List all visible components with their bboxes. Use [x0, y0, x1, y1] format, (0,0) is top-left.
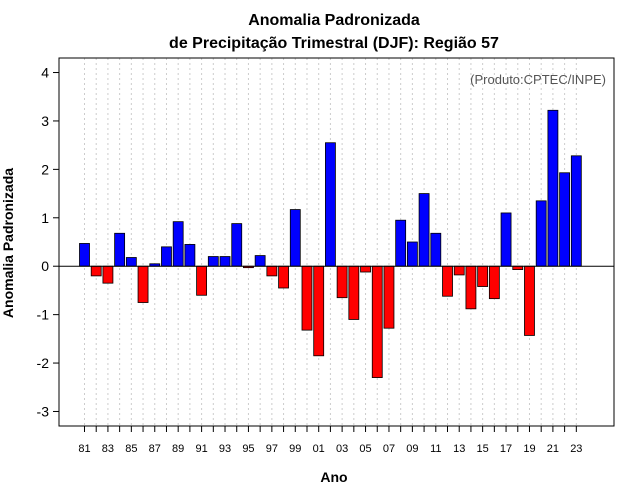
credit-annotation: (Produto:CPTEC/INPE)	[470, 72, 606, 87]
y-tick-label: 1	[41, 210, 49, 226]
x-tick-label: 83	[102, 443, 114, 455]
bar-89	[172, 221, 184, 267]
bar-91	[196, 265, 208, 296]
x-tick-label: 85	[125, 443, 137, 455]
bar-16	[488, 265, 500, 300]
x-tick-label: 95	[242, 443, 254, 455]
bar-06	[371, 265, 383, 378]
bar-82	[90, 265, 102, 277]
bar-04	[348, 265, 360, 320]
bars	[79, 109, 582, 378]
bar-86	[137, 265, 149, 303]
x-tick-label: 23	[570, 443, 582, 455]
bar-83	[102, 265, 114, 284]
x-tick-label: 01	[313, 443, 325, 455]
bar-03	[336, 265, 348, 299]
chart-subtitle: de Precipitação Trimestral (DJF): Região…	[169, 35, 499, 52]
bar-15	[477, 265, 489, 287]
x-tick-label: 13	[453, 443, 465, 455]
x-tick-label: 81	[78, 443, 90, 455]
x-tick-label: 09	[406, 443, 418, 455]
bar-81	[79, 243, 90, 267]
bar-23	[570, 155, 582, 267]
bar-18	[512, 265, 524, 271]
plot-frame	[58, 57, 615, 427]
x-tick-label: 87	[149, 443, 161, 455]
x-tick-label: 21	[547, 443, 559, 455]
bar-07	[383, 265, 395, 329]
bar-84	[114, 232, 126, 267]
bar-05	[360, 265, 371, 273]
x-tick-label: 11	[430, 443, 441, 455]
bar-21	[547, 109, 559, 267]
bar-98	[278, 265, 289, 289]
y-tick-label: 2	[41, 161, 49, 177]
bar-11	[430, 232, 442, 267]
y-tick-label: 0	[41, 258, 49, 274]
y-tick-label: -2	[37, 355, 50, 371]
x-tick-label: 05	[359, 443, 371, 455]
y-tick-label: 4	[41, 65, 49, 81]
x-tick-label: 19	[523, 443, 535, 455]
bar-96	[254, 255, 266, 267]
bar-08	[395, 219, 407, 267]
bar-12	[442, 265, 453, 297]
bar-00	[301, 265, 313, 331]
y-axis: -3 -2 -1 0 1 2 3 4	[37, 65, 59, 419]
bar-19	[524, 265, 535, 336]
x-tick-label: 91	[195, 443, 207, 455]
bar-22	[559, 172, 571, 267]
bar-99	[289, 209, 301, 267]
bar-85	[125, 257, 137, 267]
bar-92	[207, 256, 219, 267]
bar-94	[231, 223, 243, 267]
bar-88	[161, 246, 172, 267]
bar-02	[325, 142, 336, 267]
bar-20	[535, 200, 547, 267]
y-tick-label: 3	[41, 113, 49, 129]
bar-10	[418, 193, 430, 267]
bar-93	[219, 256, 231, 267]
x-axis: 81 83 85 87 89 91 93 95 97 99 01 03 05 07 09 11 13 15 17 19…	[78, 426, 582, 455]
bar-17	[500, 212, 512, 267]
bar-13	[453, 265, 465, 276]
x-tick-label: 93	[219, 443, 231, 455]
bar-97	[266, 265, 278, 277]
bar-01	[313, 265, 325, 357]
x-tick-label: 03	[336, 443, 348, 455]
x-tick-label: 17	[500, 443, 512, 455]
x-tick-label: 97	[266, 443, 278, 455]
bar-90	[184, 244, 196, 267]
y-tick-label: -1	[37, 307, 50, 323]
x-tick-label: 89	[172, 443, 184, 455]
x-tick-label: 99	[289, 443, 301, 455]
y-tick-label: -3	[37, 403, 50, 419]
x-tick-label: 07	[383, 443, 395, 455]
y-axis-title: Anomalia Padronizada	[0, 168, 16, 318]
bar-14	[465, 265, 477, 310]
x-axis-title: Ano	[320, 469, 347, 485]
chart-title: Anomalia Padronizada	[248, 12, 420, 29]
bar-09	[406, 241, 418, 267]
grid-lines	[84, 58, 577, 426]
x-tick-label: 15	[477, 443, 489, 455]
